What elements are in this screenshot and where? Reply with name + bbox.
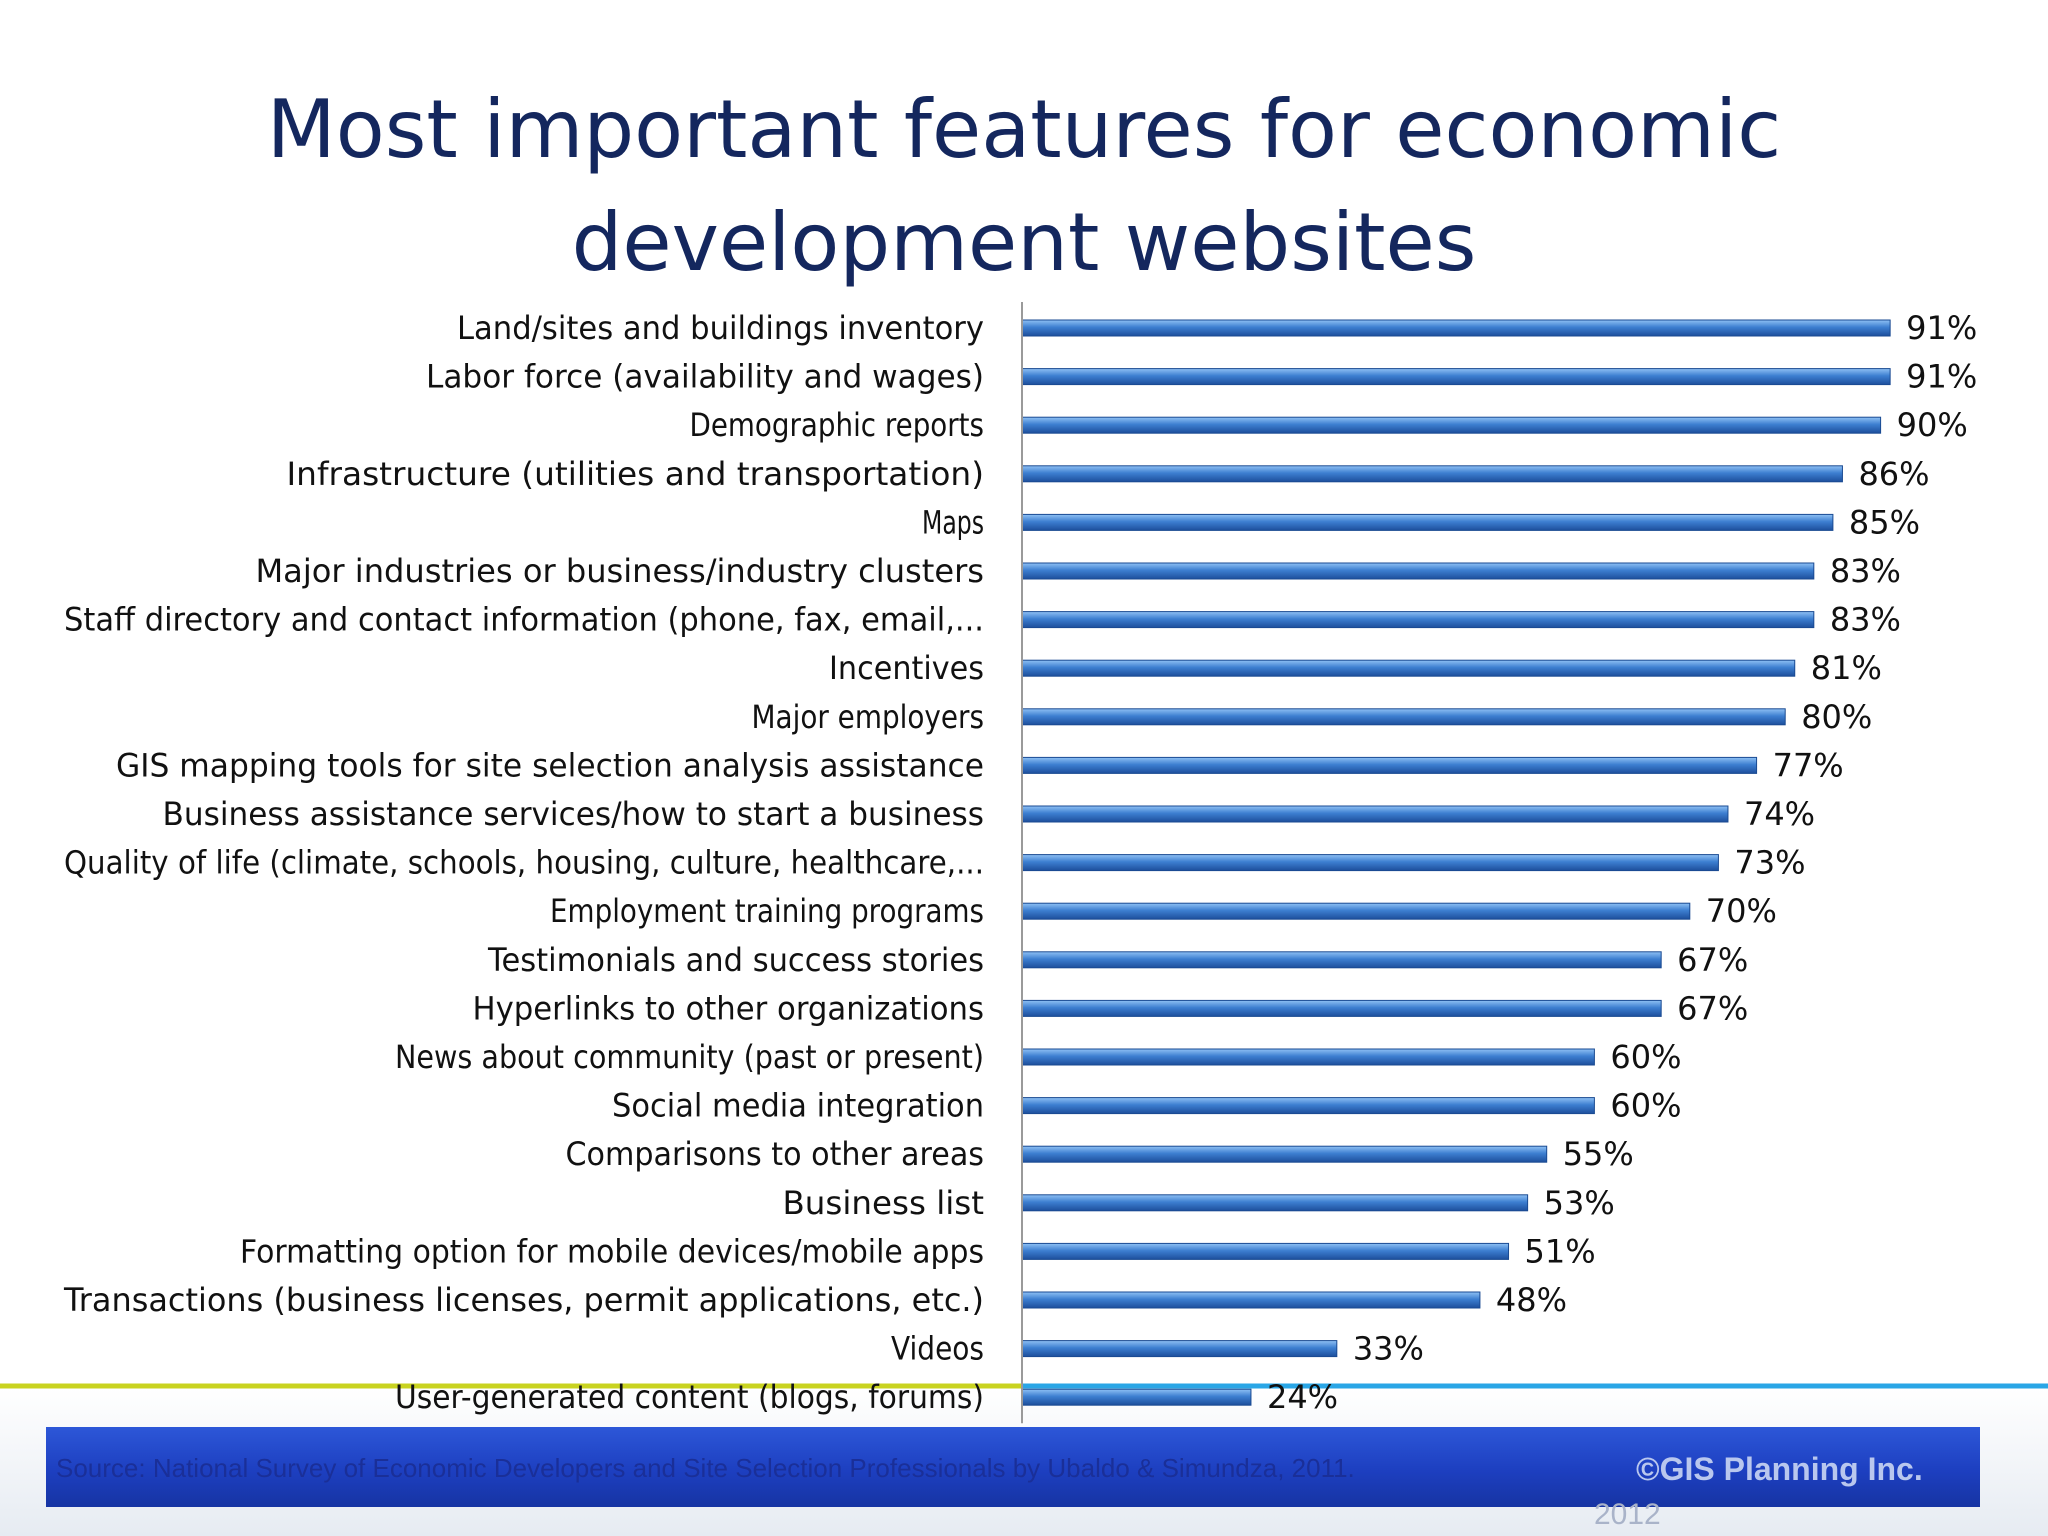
value-label: 86% bbox=[1858, 455, 1929, 493]
category-label: Labor force (availability and wages) bbox=[426, 358, 984, 396]
bar bbox=[1021, 805, 1729, 823]
bar bbox=[1021, 708, 1786, 726]
category-label: GIS mapping tools for site selection ana… bbox=[116, 746, 984, 784]
copyright-notice: ©GIS Planning Inc. bbox=[1636, 1451, 1923, 1487]
category-label: Infrastructure (utilities and transporta… bbox=[287, 455, 985, 493]
copyright-year: 2012 bbox=[1594, 1498, 1661, 1531]
category-label: Demographic reports bbox=[690, 406, 985, 444]
bar bbox=[1021, 562, 1815, 580]
category-label: Staff directory and contact information … bbox=[64, 601, 984, 639]
bar bbox=[1021, 513, 1834, 531]
value-label: 60% bbox=[1610, 1038, 1681, 1076]
bar bbox=[1021, 756, 1758, 774]
value-label: 80% bbox=[1801, 698, 1872, 736]
value-label: 60% bbox=[1610, 1087, 1681, 1125]
category-label: Transactions (business licenses, permit … bbox=[63, 1281, 984, 1319]
bar bbox=[1021, 999, 1662, 1017]
value-label: 24% bbox=[1267, 1378, 1338, 1416]
bar bbox=[1021, 611, 1815, 629]
bar bbox=[1021, 1097, 1595, 1115]
source-band: Source: National Survey of Economic Deve… bbox=[46, 1427, 1980, 1507]
bar bbox=[1021, 1194, 1529, 1212]
category-label: Hyperlinks to other organizations bbox=[473, 989, 985, 1027]
category-label: Major industries or business/industry cl… bbox=[256, 552, 985, 590]
chart-title-line-2: development websites bbox=[571, 196, 1477, 289]
category-label: Major employers bbox=[752, 698, 985, 736]
value-label: 90% bbox=[1897, 406, 1968, 444]
bar bbox=[1021, 854, 1719, 872]
bar bbox=[1021, 1242, 1510, 1260]
bar bbox=[1021, 1340, 1338, 1358]
bar bbox=[1021, 465, 1843, 483]
bar bbox=[1021, 368, 1891, 386]
value-label: 81% bbox=[1811, 649, 1882, 687]
bar bbox=[1021, 1291, 1481, 1309]
value-label: 83% bbox=[1830, 601, 1901, 639]
value-label: 53% bbox=[1544, 1184, 1615, 1222]
category-label: Videos bbox=[891, 1330, 984, 1368]
category-label: Comparisons to other areas bbox=[566, 1135, 985, 1173]
value-label: 55% bbox=[1563, 1135, 1634, 1173]
category-label: Business assistance services/how to star… bbox=[163, 795, 985, 833]
category-label: Business list bbox=[783, 1184, 985, 1222]
value-label: 91% bbox=[1906, 358, 1977, 396]
bar bbox=[1021, 1048, 1595, 1066]
bar bbox=[1021, 902, 1691, 920]
value-label: 51% bbox=[1525, 1232, 1596, 1270]
category-label: News about community (past or present) bbox=[395, 1038, 984, 1076]
source-citation: Source: National Survey of Economic Deve… bbox=[56, 1453, 1355, 1483]
bar bbox=[1021, 951, 1662, 969]
category-label: Social media integration bbox=[612, 1087, 984, 1125]
category-label: Incentives bbox=[829, 649, 984, 687]
value-label: 48% bbox=[1496, 1281, 1567, 1319]
value-label: 74% bbox=[1744, 795, 1815, 833]
bar bbox=[1021, 1388, 1252, 1406]
value-label: 70% bbox=[1706, 892, 1777, 930]
bar bbox=[1021, 319, 1891, 337]
value-label: 91% bbox=[1906, 309, 1977, 347]
chart-title-line-1: Most important features for economic bbox=[266, 83, 1782, 176]
category-label: Employment training programs bbox=[550, 892, 984, 930]
category-label: Maps bbox=[922, 503, 984, 541]
value-label: 67% bbox=[1677, 941, 1748, 979]
bar bbox=[1021, 416, 1882, 434]
bar bbox=[1021, 1145, 1548, 1163]
value-label: 67% bbox=[1677, 989, 1748, 1027]
category-label: User-generated content (blogs, forums) bbox=[395, 1378, 984, 1416]
value-label: 83% bbox=[1830, 552, 1901, 590]
value-label: 33% bbox=[1353, 1330, 1424, 1368]
category-label: Testimonials and success stories bbox=[487, 941, 984, 979]
value-label: 73% bbox=[1734, 844, 1805, 882]
value-label: 77% bbox=[1773, 746, 1844, 784]
value-label: 85% bbox=[1849, 503, 1920, 541]
category-label: Quality of life (climate, schools, housi… bbox=[64, 844, 984, 882]
category-label: Formatting option for mobile devices/mob… bbox=[240, 1232, 984, 1270]
category-label: Land/sites and buildings inventory bbox=[457, 309, 984, 347]
bar bbox=[1021, 659, 1796, 677]
